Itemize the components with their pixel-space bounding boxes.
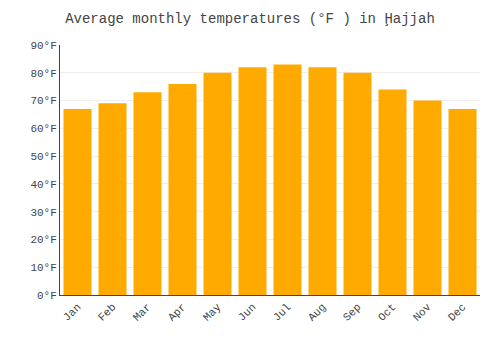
svg-text:Apr: Apr xyxy=(166,301,188,323)
svg-text:Oct: Oct xyxy=(376,301,398,323)
svg-text:Jun: Jun xyxy=(236,301,258,323)
svg-text:10°F: 10°F xyxy=(30,262,56,274)
svg-text:80°F: 80°F xyxy=(30,68,56,80)
svg-text:Dec: Dec xyxy=(446,301,468,323)
svg-text:Sep: Sep xyxy=(341,301,363,323)
svg-text:Jul: Jul xyxy=(271,301,293,323)
svg-text:20°F: 20°F xyxy=(30,234,56,246)
svg-text:0°F: 0°F xyxy=(37,290,57,302)
svg-text:40°F: 40°F xyxy=(30,179,56,191)
svg-text:Aug: Aug xyxy=(306,301,328,323)
svg-text:90°F: 90°F xyxy=(30,40,56,52)
svg-text:60°F: 60°F xyxy=(30,123,56,135)
svg-text:May: May xyxy=(201,301,224,324)
svg-text:50°F: 50°F xyxy=(30,151,56,163)
svg-text:Feb: Feb xyxy=(96,301,118,323)
svg-text:Nov: Nov xyxy=(411,301,434,324)
svg-text:Jan: Jan xyxy=(61,301,83,323)
svg-text:70°F: 70°F xyxy=(30,95,56,107)
svg-text:30°F: 30°F xyxy=(30,207,56,219)
svg-text:Mar: Mar xyxy=(131,301,153,323)
svg-text:Average monthly temperatures (: Average monthly temperatures (°F ) in Ḩa… xyxy=(65,11,435,27)
